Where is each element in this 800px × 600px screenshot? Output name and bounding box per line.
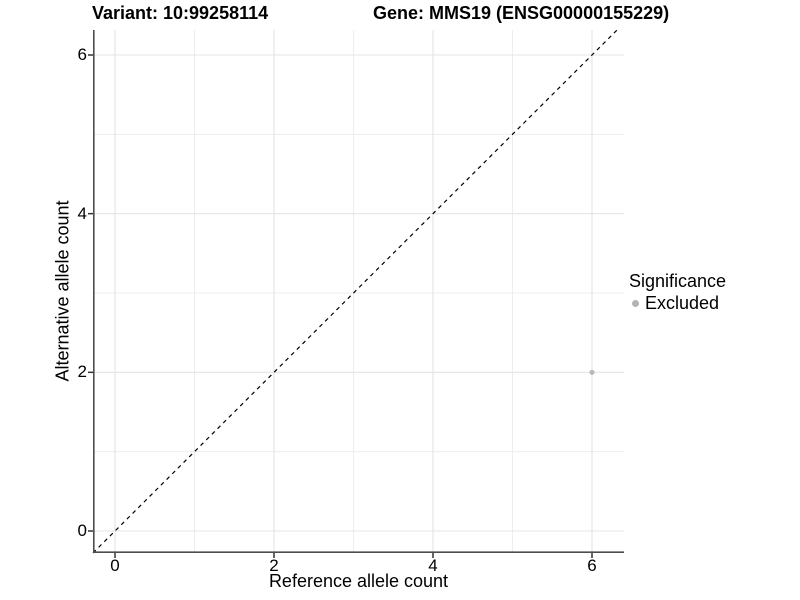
y-tick-label: 6 — [77, 45, 87, 64]
y-tick-label: 0 — [77, 521, 87, 540]
identity-reference-line — [92, 29, 618, 554]
x-axis-title: Reference allele count — [268, 571, 449, 591]
y-tick-label: 2 — [77, 362, 87, 382]
y-axis-title: Alternative allele count — [52, 200, 73, 382]
x-tick-label: 0 — [110, 556, 120, 575]
legend-item-label: Excluded — [645, 293, 720, 313]
x-tick-label: 6 — [587, 556, 597, 575]
plot-title-gene: Gene: MMS19 (ENSG00000155229) — [373, 3, 670, 23]
x-tick-label: 2 — [269, 556, 279, 575]
legend-title: Significance — [629, 271, 727, 291]
x-tick-label: 4 — [428, 556, 438, 575]
plot-panel — [88, 29, 624, 558]
plot-title-variant: Variant: 10:99258114 — [92, 3, 269, 23]
legend: Significance Excluded — [629, 271, 726, 313]
data-point — [589, 369, 595, 375]
legend-item-excluded: Excluded — [629, 293, 726, 313]
y-tick-label: 4 — [77, 203, 87, 223]
legend-point-icon — [632, 299, 639, 307]
